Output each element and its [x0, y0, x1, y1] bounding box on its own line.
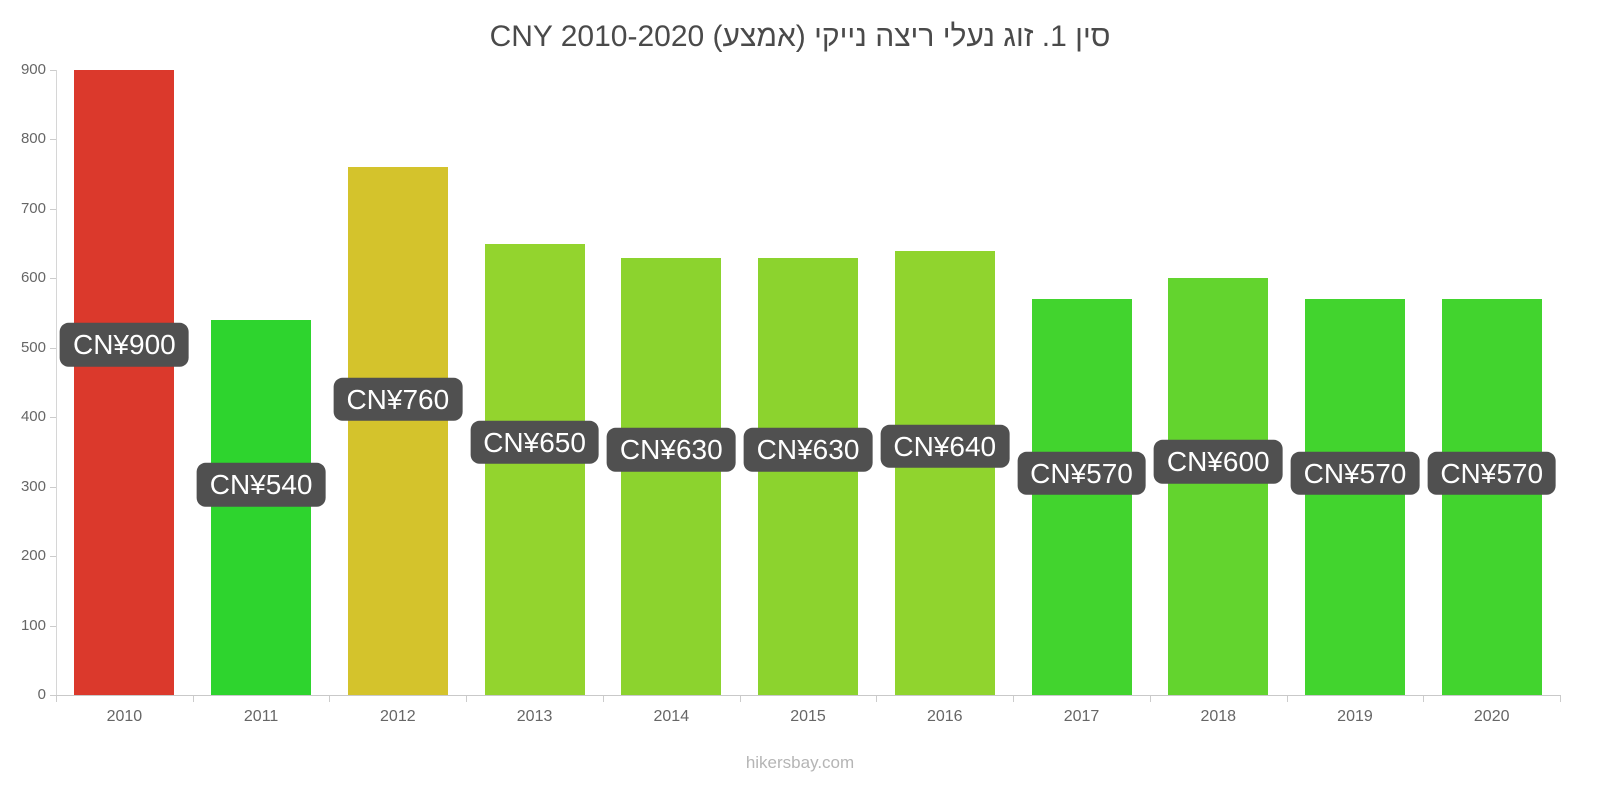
y-axis-tick-label: 200 [20, 547, 46, 565]
x-axis-label: 2010 [106, 708, 143, 725]
x-axis-tick-mark [739, 696, 741, 702]
x-axis-label: 2012 [380, 708, 416, 725]
y-axis-tick-label: 800 [20, 130, 46, 148]
bar-slot: CN¥540 [193, 70, 330, 695]
plot-area: CN¥900 CN¥540 CN¥760 CN¥650 CN¥630 CN¥630 CN¥6… [56, 70, 1560, 695]
bar-slot: CN¥900 [56, 70, 193, 695]
y-axis-tick-label: 300 [20, 477, 46, 495]
y-axis-tick-label: 700 [20, 199, 46, 217]
y-axis-tick-mark [50, 70, 56, 71]
bar-value-label: CN¥600 [1153, 439, 1283, 484]
x-axis-label: 2018 [1200, 708, 1237, 725]
y-axis-tick-label: 500 [20, 338, 46, 356]
y-axis-tick-label: 100 [20, 616, 46, 634]
y-axis-line [56, 70, 57, 696]
y-axis-tick-mark [50, 347, 56, 349]
y-axis-tick-mark [50, 139, 56, 141]
y-axis-tick-label: 900 [20, 61, 46, 78]
bar-2010[interactable]: CN¥900 [59, 70, 189, 695]
bar-value-label: CN¥570 [1427, 451, 1557, 496]
x-axis-tick-mark [1149, 696, 1151, 702]
bar-slot: CN¥600 [1150, 70, 1287, 695]
y-axis-tick-mark [50, 556, 56, 558]
bar-slot: CN¥640 [876, 70, 1013, 695]
x-axis-tick-mark [329, 696, 331, 702]
x-axis-label: 2015 [790, 708, 826, 725]
x-axis-tick-mark [1560, 696, 1561, 702]
bar-value-label: CN¥630 [606, 428, 736, 472]
x-axis-tick-mark [1423, 696, 1425, 702]
x-axis-tick-mark [876, 696, 878, 702]
bar-slot: CN¥570 [1287, 70, 1424, 695]
bar-2017[interactable]: CN¥570 [1017, 299, 1146, 695]
bar-value-label: CN¥630 [743, 428, 873, 472]
y-axis-tick-mark [50, 278, 56, 280]
x-axis-label: 2014 [653, 708, 690, 725]
bar-2016[interactable]: CN¥640 [880, 250, 1010, 695]
x-axis-tick-mark [192, 696, 194, 702]
x-axis-tick-mark [56, 696, 57, 702]
x-axis-labels: 2010 2011 2012 2013 2014 2015 2016 2017 2018 2019… [56, 708, 1560, 726]
bar-value-label: CN¥650 [470, 420, 599, 465]
bar-slot: CN¥650 [466, 70, 603, 695]
x-axis-tick-mark [466, 696, 468, 702]
x-axis-line [56, 695, 1561, 696]
bar-slot: CN¥630 [603, 70, 740, 695]
bar-value-label: CN¥640 [880, 424, 1010, 468]
watermark-text: hikersbay.com [745, 753, 855, 772]
y-axis-tick-mark [50, 625, 56, 627]
bar-slot: CN¥570 [1423, 70, 1560, 695]
x-axis-label: 2017 [1063, 708, 1100, 725]
bar-value-label: CN¥900 [59, 323, 189, 367]
x-axis-label: 2019 [1337, 708, 1373, 725]
bar-value-label: CN¥540 [196, 463, 326, 507]
bar-2018[interactable]: CN¥600 [1153, 278, 1283, 695]
x-axis-tick-mark [602, 696, 604, 702]
bar-2014[interactable]: CN¥630 [606, 257, 736, 695]
bar-value-label: CN¥570 [1017, 451, 1146, 496]
bar-slot: CN¥760 [329, 70, 466, 695]
bar-slot: CN¥630 [740, 70, 877, 695]
bar-2012[interactable]: CN¥760 [333, 167, 463, 695]
y-axis-tick-label: 400 [20, 408, 46, 426]
y-axis-tick-mark [50, 695, 56, 696]
y-axis-tick-mark [50, 486, 56, 488]
bar-value-label: CN¥760 [333, 377, 463, 422]
bar-2011[interactable]: CN¥540 [196, 320, 326, 695]
y-axis-tick-label: 600 [20, 269, 46, 287]
x-axis-label: 2020 [1473, 708, 1510, 725]
bar-2015[interactable]: CN¥630 [743, 257, 873, 695]
y-axis-tick-mark [50, 417, 56, 419]
x-axis-label: 2013 [516, 708, 553, 725]
y-axis-tick-label: 0 [37, 686, 46, 703]
y-axis-tick-mark [50, 208, 56, 210]
bar-value-label: CN¥570 [1290, 451, 1420, 496]
chart-title: סין 1. זוג נעלי ריצה נייקי (אמצע) CNY 20… [489, 20, 1111, 53]
x-axis-tick-mark [1286, 696, 1288, 702]
x-axis-tick-mark [1013, 696, 1015, 702]
x-axis-label: 2016 [926, 708, 963, 725]
bar-slot: CN¥570 [1013, 70, 1150, 695]
bar-2020[interactable]: CN¥570 [1427, 299, 1557, 695]
bar-2019[interactable]: CN¥570 [1290, 299, 1420, 695]
x-axis-label: 2011 [243, 708, 279, 725]
bar-2013[interactable]: CN¥650 [470, 243, 599, 695]
